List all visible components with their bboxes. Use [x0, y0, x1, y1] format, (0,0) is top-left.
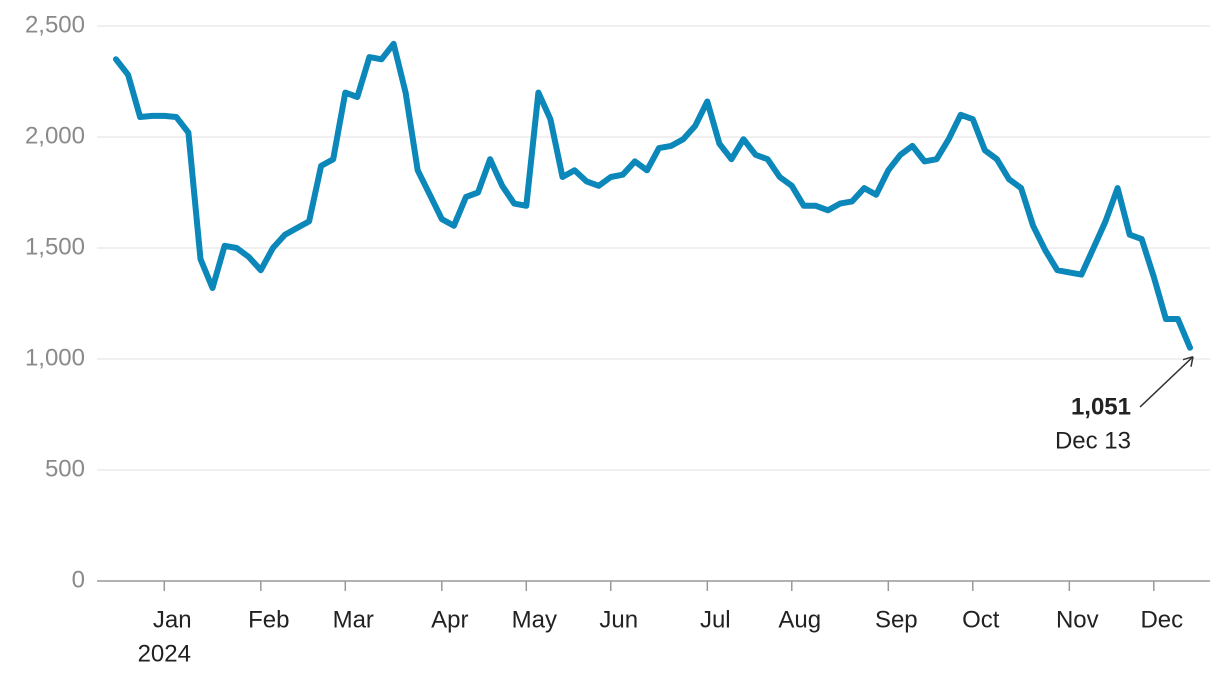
annotation-arrow — [1139, 357, 1193, 408]
x-tick-label: Jan — [153, 606, 192, 633]
x-tick-label: Jun — [599, 606, 638, 633]
x-tick-label: Nov — [1056, 606, 1099, 633]
x-tick-label: Oct — [962, 606, 1000, 633]
y-tick-label: 0 — [72, 566, 85, 593]
x-tick-label: May — [512, 606, 557, 633]
y-tick-label: 2,000 — [25, 122, 85, 149]
x-tick-label: Aug — [778, 606, 821, 633]
annotation-arrowhead — [1182, 355, 1194, 367]
y-tick-label: 1,000 — [25, 344, 85, 371]
line — [113, 40, 1193, 351]
y-tick-label: 1,500 — [25, 233, 85, 260]
x-tick-label: Jul — [700, 606, 731, 633]
y-tick-label: 2,500 — [25, 11, 85, 38]
x-tick-label: Apr — [431, 606, 468, 633]
x-tick-label: Sep — [875, 606, 918, 633]
annotation-value: 1,051 — [1071, 393, 1131, 420]
x-tick-label: Mar — [333, 606, 374, 633]
x-tick-label: Dec — [1140, 606, 1183, 633]
y-tick-label: 500 — [45, 455, 85, 482]
year-label: 2024 — [138, 640, 191, 667]
annotation-date: Dec 13 — [1055, 427, 1131, 454]
x-tick-label: Feb — [248, 606, 289, 633]
